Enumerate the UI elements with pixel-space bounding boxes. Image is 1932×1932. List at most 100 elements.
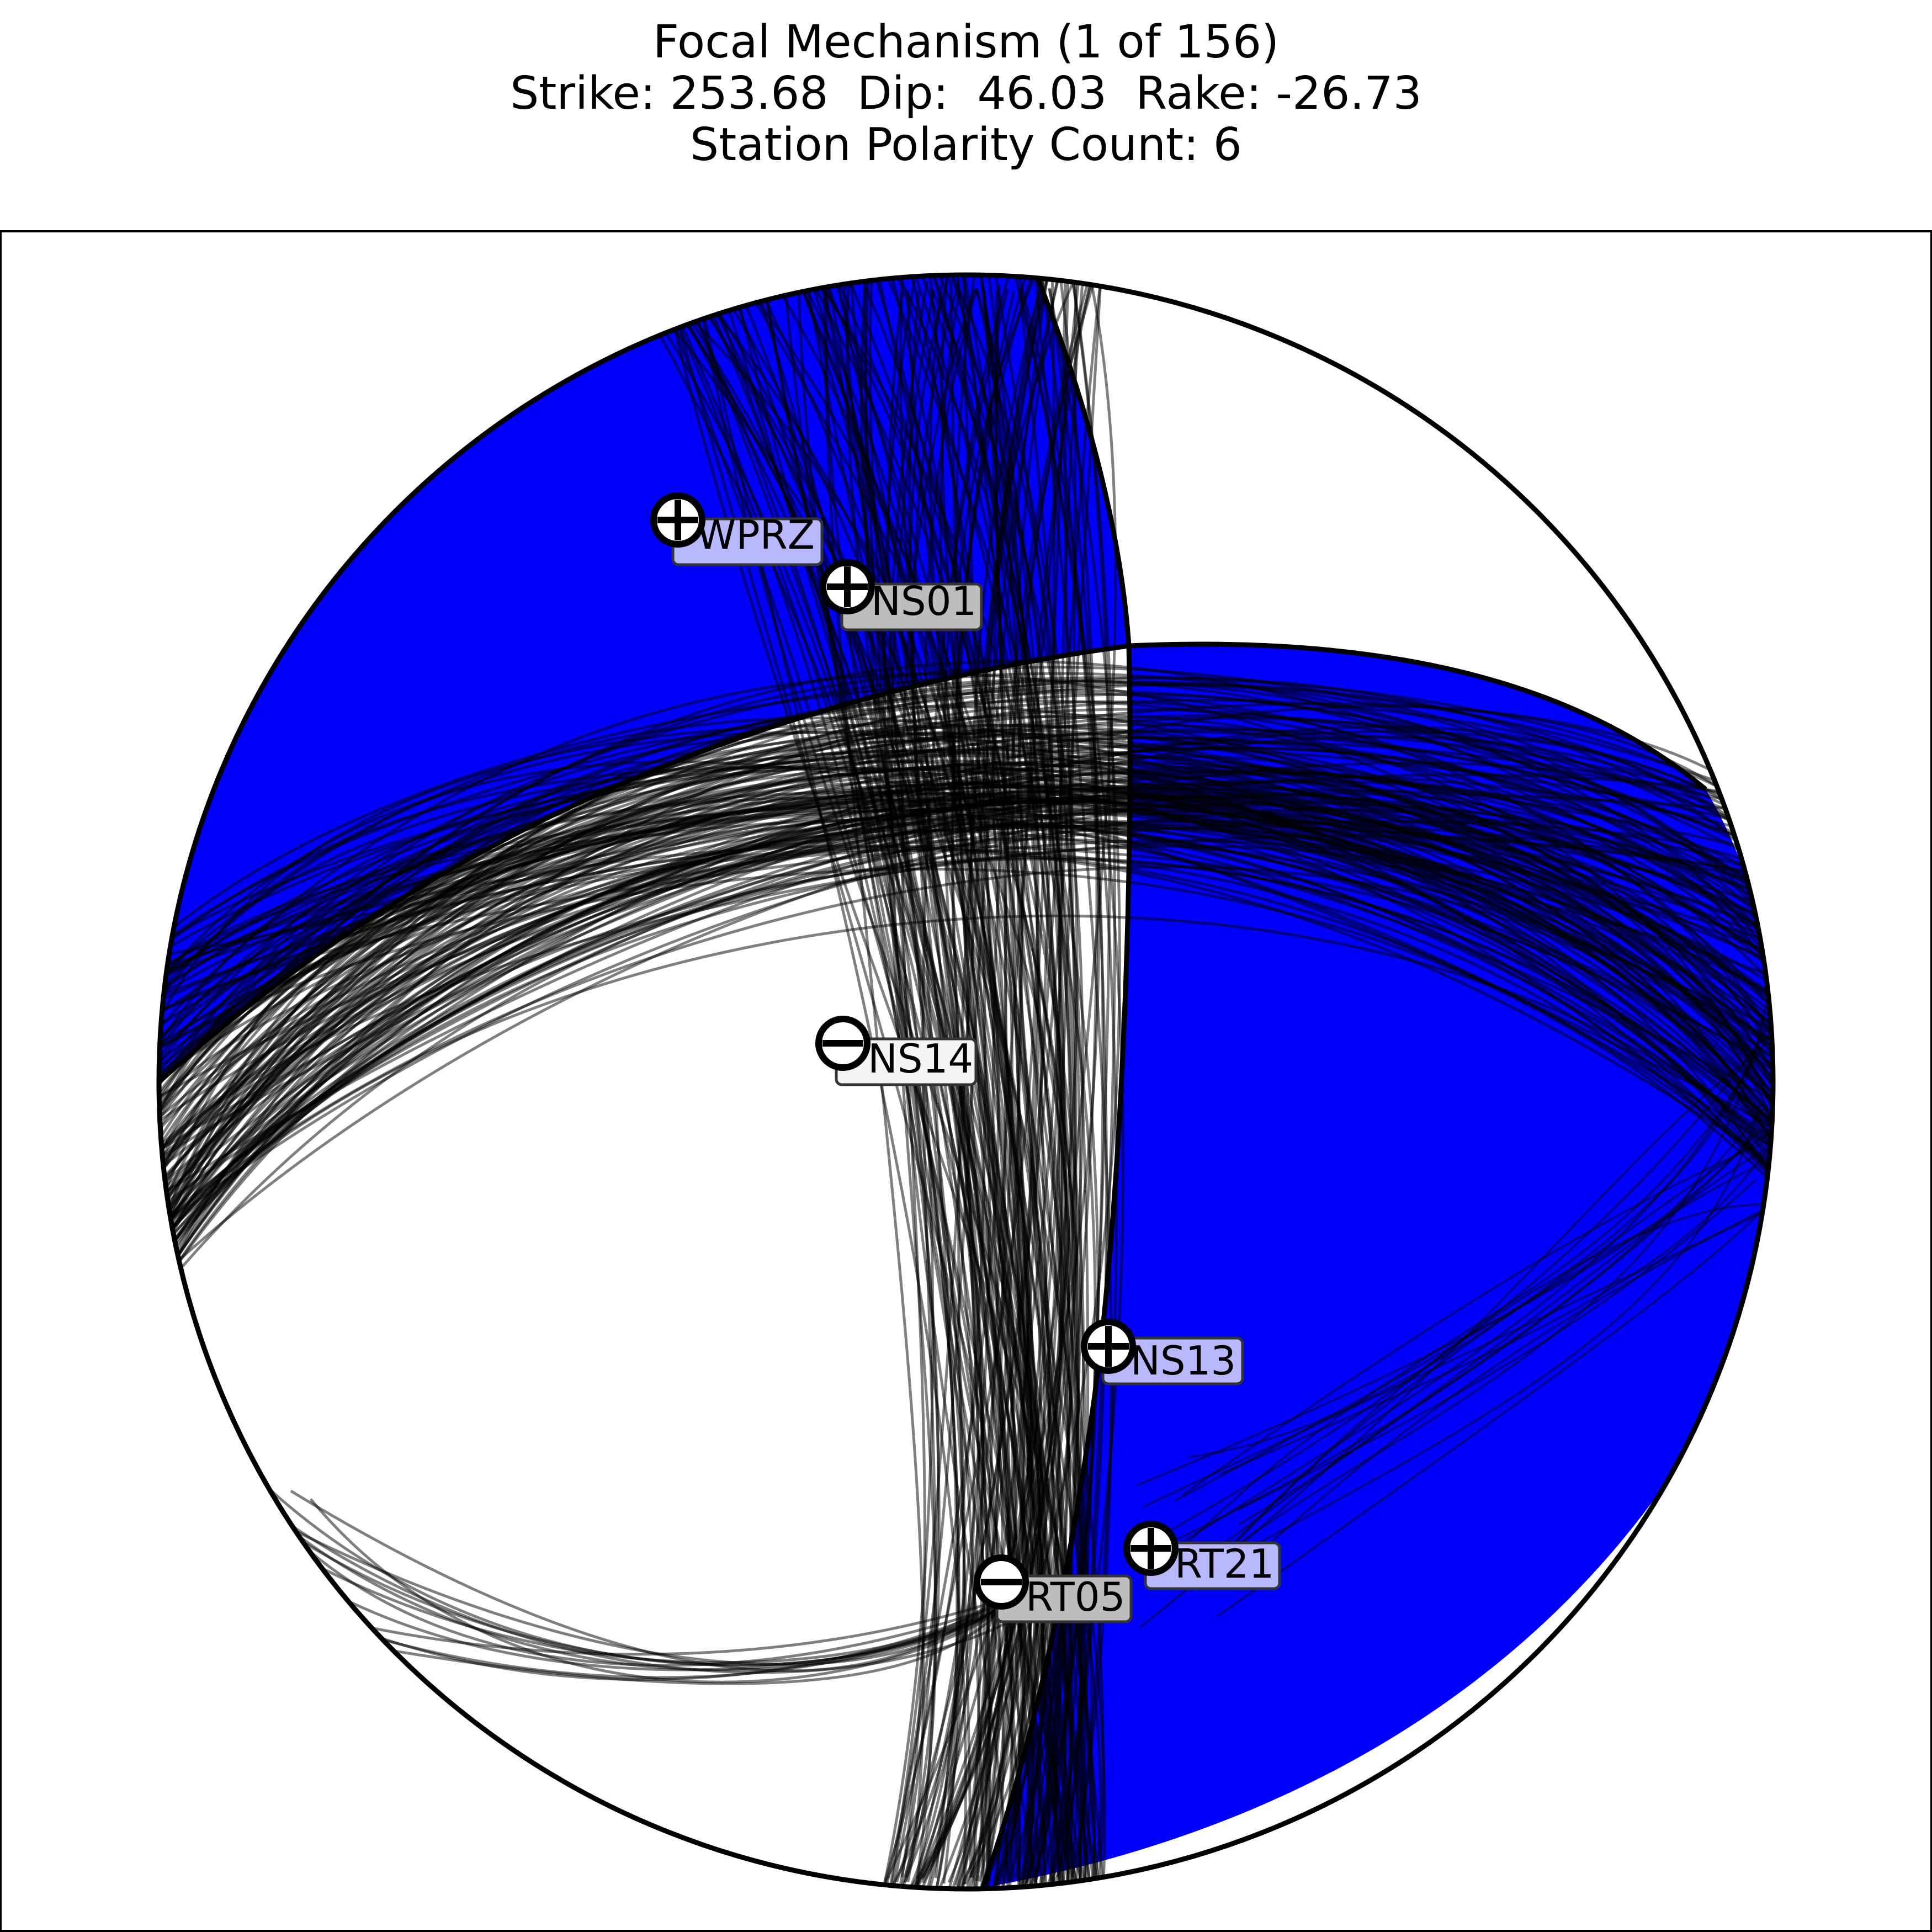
station-label: NS01	[871, 578, 976, 624]
nodal-line	[159, 803, 1773, 1245]
nodal-line	[309, 1498, 1024, 1684]
nodal-line	[673, 275, 1087, 1889]
station-ns14: NS14	[815, 1016, 978, 1086]
nodal-line	[1188, 1033, 1771, 1542]
nodal-line	[159, 819, 1772, 1027]
nodal-line	[159, 715, 1773, 1112]
station-label: RT21	[1175, 1541, 1274, 1587]
nodal-line	[985, 283, 1080, 1889]
nodal-line	[1206, 1032, 1763, 1574]
nodal-line	[159, 820, 1773, 1294]
station-label: RT05	[1026, 1574, 1125, 1620]
nodal-line	[1156, 1027, 1768, 1559]
nodal-line	[159, 808, 1773, 1230]
nodal-line	[842, 275, 1052, 1889]
nodal-line	[159, 816, 1773, 1210]
nodal-line	[1182, 1143, 1763, 1496]
nodal-line	[159, 736, 1773, 1166]
nodal-line	[159, 755, 1773, 1151]
nodal-line	[972, 286, 1024, 1889]
nodal-planes-group	[159, 275, 1773, 1889]
nodal-line	[1217, 1211, 1761, 1618]
nodal-line	[243, 1491, 1036, 1674]
nodal-line	[1233, 1208, 1764, 1578]
station-label: NS14	[868, 1036, 973, 1082]
nodal-line	[159, 676, 1773, 940]
nodal-line	[1004, 275, 1097, 1889]
nodal-line	[966, 275, 1053, 1889]
figure-title: Focal Mechanism (1 of 156) Strike: 253.6…	[0, 17, 1932, 171]
nodal-line	[1143, 1212, 1761, 1508]
nodal-line	[159, 702, 1773, 993]
nodal-line	[799, 283, 1085, 1889]
nodal-line	[1159, 1103, 1768, 1591]
title-line-3: Station Polarity Count: 6	[690, 119, 1242, 171]
nodal-line	[159, 705, 1773, 1249]
nodal-line	[957, 275, 1048, 1877]
nodal-line	[298, 1540, 1033, 1667]
nodal-line	[261, 1599, 1011, 1685]
title-line-1: Focal Mechanism (1 of 156)	[652, 16, 1280, 68]
nodal-line	[159, 788, 1772, 970]
nodal-line	[1136, 1128, 1757, 1487]
nodal-line	[255, 1475, 1025, 1667]
nodal-line	[159, 845, 1773, 1119]
nodal-line	[1208, 1006, 1767, 1567]
nodal-line	[159, 837, 1773, 1153]
nodal-line	[1237, 1179, 1757, 1511]
nodal-line	[1033, 275, 1113, 1881]
nodal-line	[980, 275, 1133, 1889]
nodal-line	[883, 280, 937, 1883]
nodal-line	[159, 750, 1772, 1232]
station-label: WPRZ	[697, 512, 815, 558]
nodal-line	[159, 793, 1772, 1108]
nodal-line	[991, 275, 1092, 1883]
nodal-line	[1011, 275, 1118, 1889]
nodal-line	[1174, 1165, 1756, 1502]
nodal-line	[1238, 1149, 1765, 1526]
nodal-line	[159, 733, 1773, 1075]
nodal-line	[159, 865, 1773, 1228]
nodal-line	[1191, 1203, 1763, 1592]
nodal-line	[845, 275, 1069, 1882]
station-ns01: NS01	[820, 559, 983, 631]
nodal-line	[1219, 1102, 1762, 1565]
nodal-line	[1018, 286, 1082, 1885]
station-ns13: NS13	[1081, 1319, 1244, 1386]
nodal-line	[809, 277, 1085, 1889]
station-wprz: WPRZ	[650, 492, 824, 566]
nodal-line	[893, 275, 1039, 1888]
nodal-line	[159, 730, 1772, 1164]
nodal-line	[159, 849, 1773, 1164]
nodal-line	[159, 746, 1773, 1267]
nodal-line	[868, 275, 966, 1889]
nodal-line	[1219, 1147, 1770, 1475]
station-rt21: RT21	[1123, 1521, 1281, 1590]
nodal-line	[159, 672, 1773, 1085]
stereonet-outline	[156, 272, 1776, 1892]
nodal-line	[1188, 1132, 1771, 1458]
axes-frame	[0, 230, 1932, 1932]
nodal-line	[952, 278, 1064, 1885]
nodal-line	[830, 275, 1033, 1889]
station-rt05: RT05	[974, 1554, 1133, 1623]
nodal-line	[159, 724, 1773, 1116]
nodal-line	[1068, 275, 1116, 1889]
nodal-line	[159, 679, 1773, 1244]
title-line-2: Strike: 253.68 Dip: 46.03 Rake: -26.73	[510, 67, 1422, 120]
nodal-line	[159, 785, 1773, 1161]
nodal-line	[159, 683, 1773, 1211]
nodal-line	[929, 278, 1105, 1884]
nodal-line	[1137, 1037, 1765, 1551]
nodal-line	[911, 277, 1093, 1889]
nodal-line	[1139, 1047, 1764, 1628]
nodal-line	[928, 275, 1106, 1889]
nodal-line	[793, 275, 991, 1889]
nodal-line	[159, 641, 1707, 1084]
nodal-line	[1155, 1129, 1761, 1551]
nodal-line	[1016, 275, 1094, 1889]
nodal-line	[1068, 275, 1111, 1889]
nodal-line	[160, 814, 1773, 1129]
nodal-line	[935, 275, 1061, 1889]
